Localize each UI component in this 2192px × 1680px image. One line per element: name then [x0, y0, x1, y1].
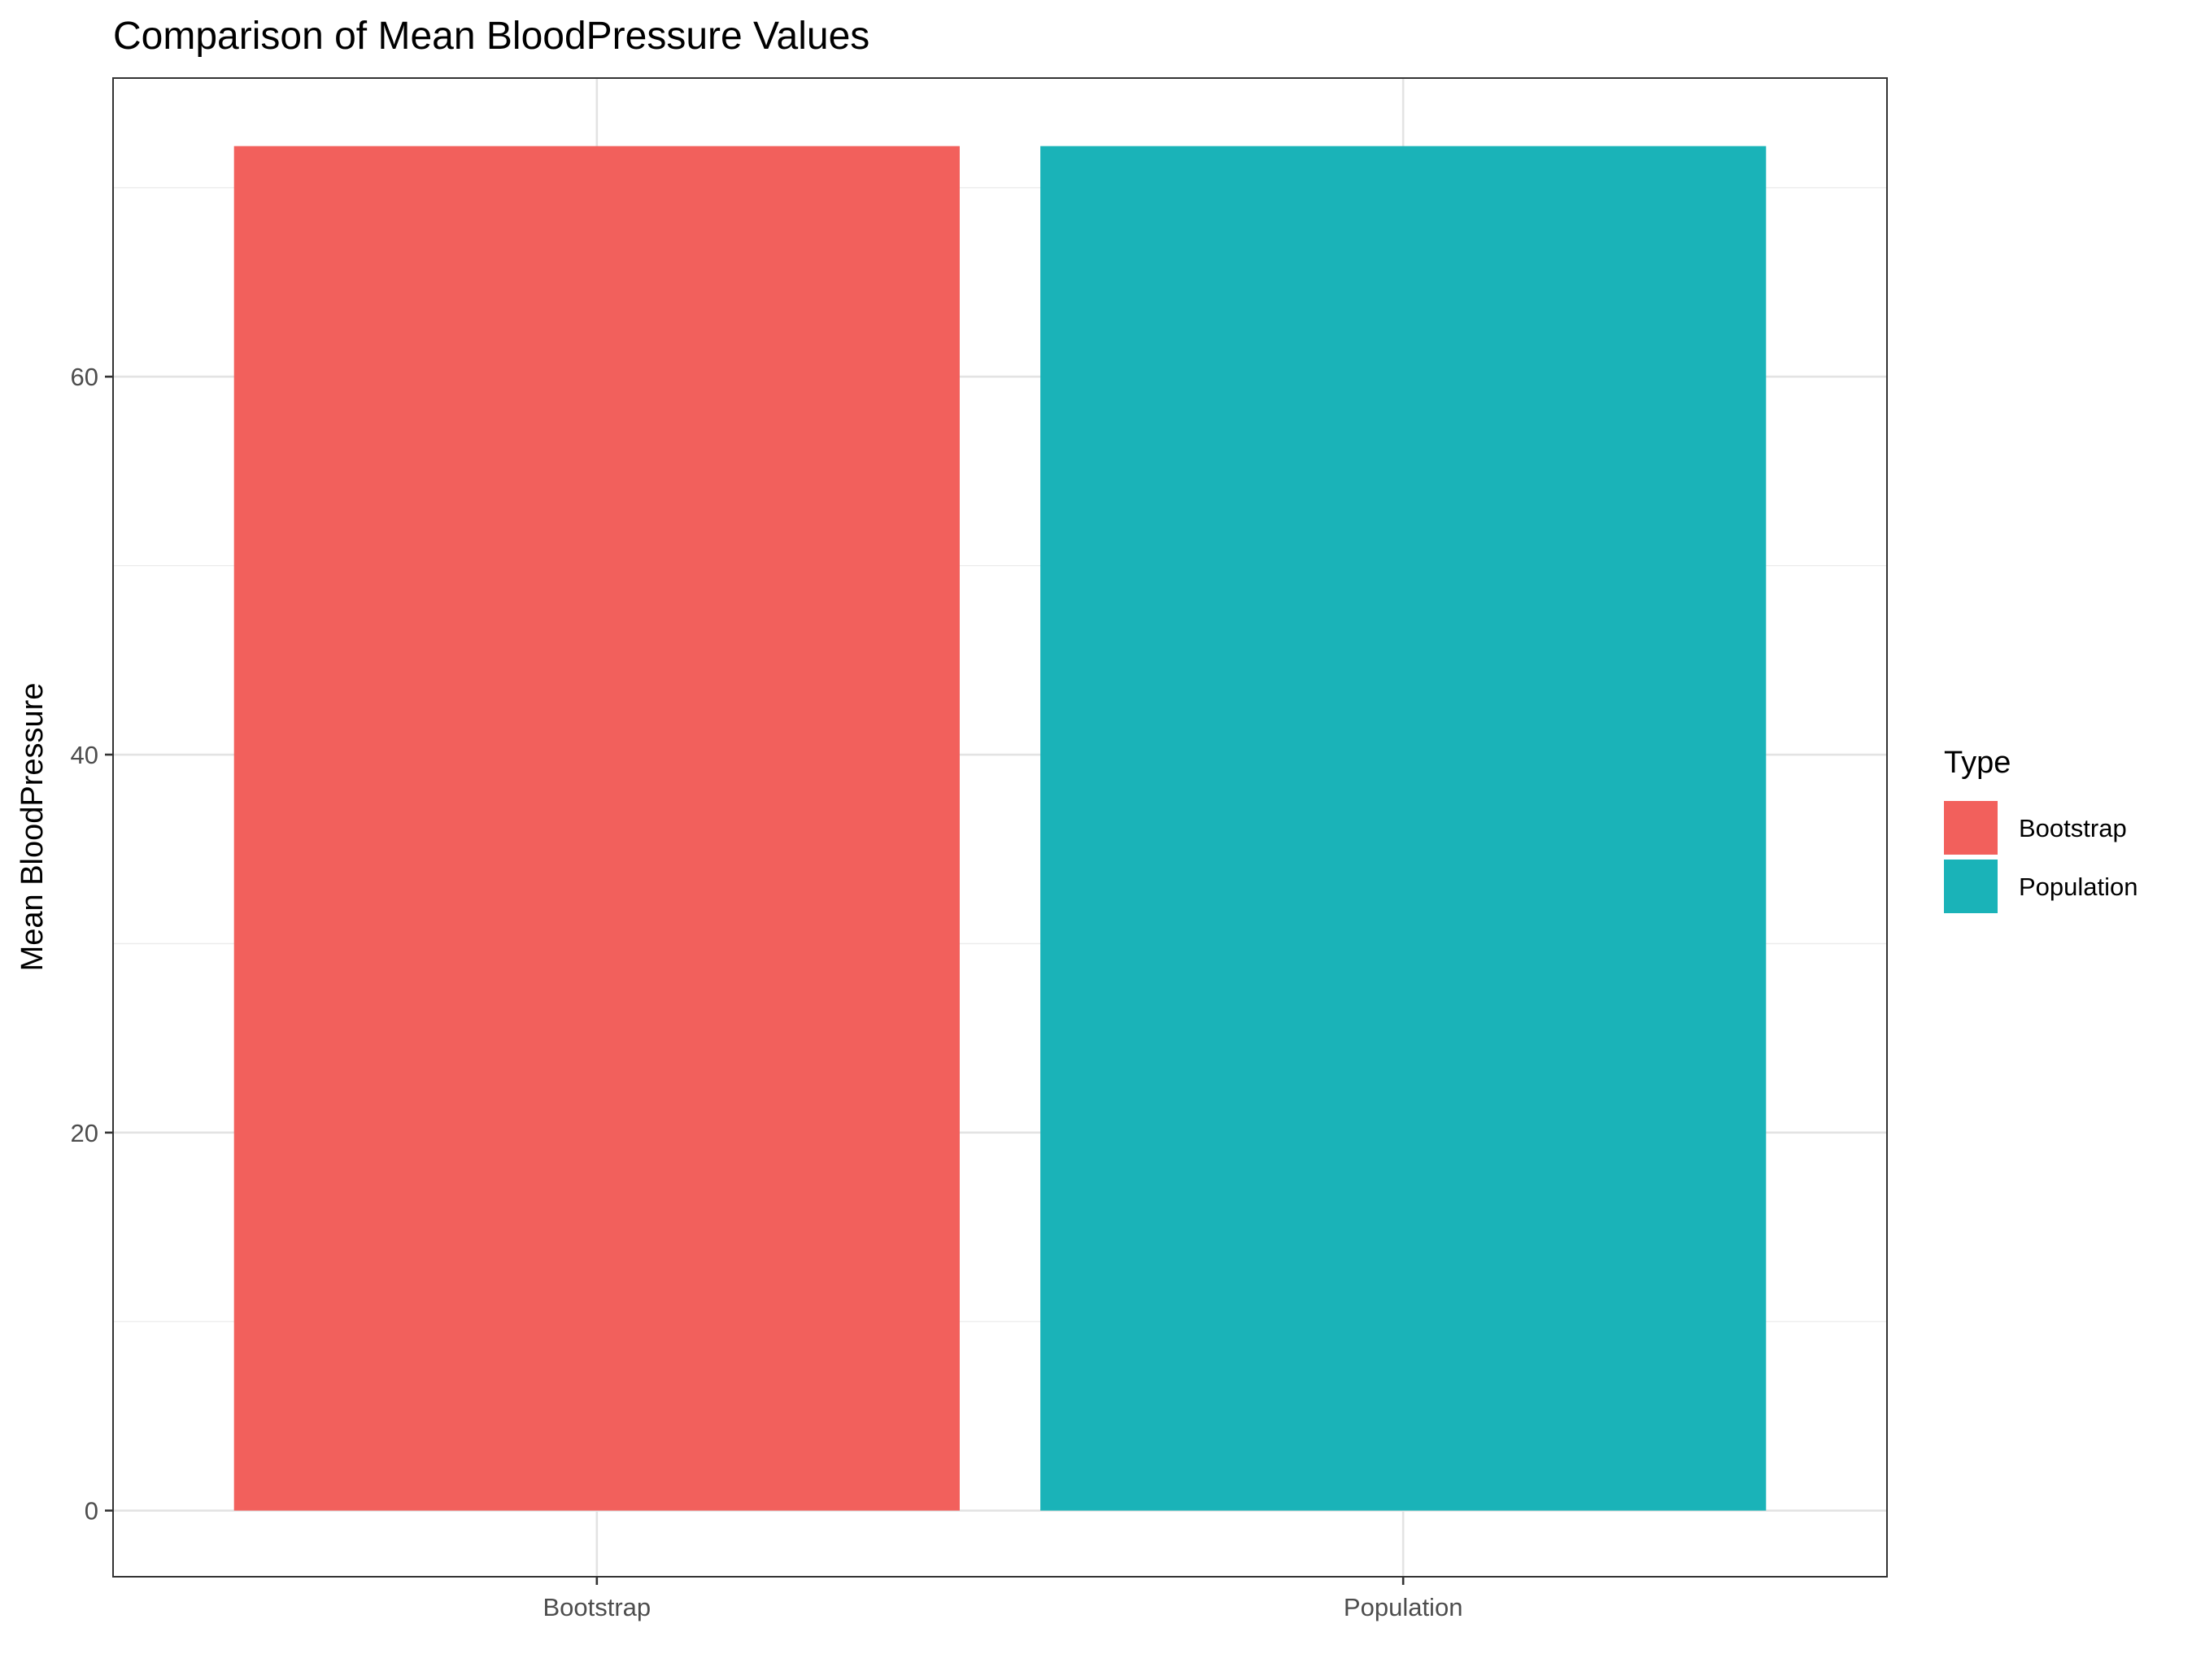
y-axis-title: Mean BloodPressure [15, 683, 50, 972]
y-tick-label-1: 20 [71, 1119, 98, 1147]
y-tick-label-2: 40 [71, 741, 98, 769]
legend-label-population: Population [2019, 873, 2138, 901]
x-tick-label-0: Bootstrap [543, 1593, 651, 1621]
bar-bootstrap [233, 146, 960, 1511]
y-axis: 0 20 40 60 [71, 363, 113, 1525]
legend-key-population [1944, 860, 1998, 913]
bars [233, 146, 1767, 1511]
x-axis: Bootstrap Population [543, 1577, 1462, 1621]
bar-population [1040, 146, 1767, 1511]
legend-title: Type [1944, 746, 2011, 780]
plot-border [112, 77, 1888, 1578]
y-tick-label-3: 60 [71, 363, 98, 391]
legend-key-bootstrap [1944, 801, 1998, 855]
legend: Type Bootstrap Population [1944, 746, 2138, 913]
y-tick-label-0: 0 [85, 1497, 98, 1525]
legend-label-bootstrap: Bootstrap [2019, 814, 2127, 842]
x-tick-label-1: Population [1344, 1593, 1463, 1621]
chart-title: Comparison of Mean BloodPressure Values [113, 15, 869, 58]
legend-items: Bootstrap Population [1944, 801, 2138, 913]
plot-panel [112, 77, 1888, 1578]
